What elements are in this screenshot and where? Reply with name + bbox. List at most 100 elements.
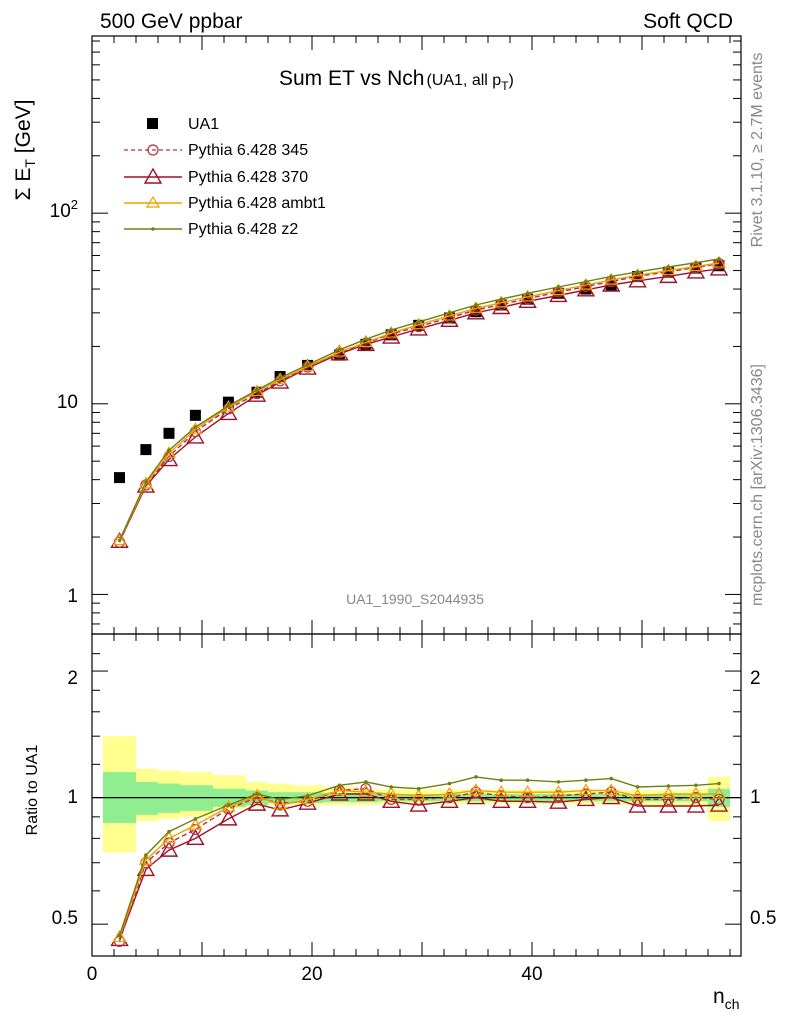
- rivet-label: Rivet 3.1.10, ≥ 2.7M events: [749, 53, 766, 248]
- process-label: Soft QCD: [643, 10, 733, 33]
- ratio-point-ambt1: [188, 817, 203, 830]
- rtick-1-right: 1: [750, 787, 761, 808]
- main-point-ambt1: [604, 272, 619, 285]
- main-point-ambt1: [661, 263, 676, 276]
- ratio-point-370: [659, 796, 678, 813]
- main-point-ambt1: [688, 259, 703, 272]
- ratio-point-370: [219, 809, 238, 826]
- main-point-ambt1: [161, 446, 177, 458]
- main-point-ambt1: [138, 476, 153, 489]
- ratio-point-z2: [525, 778, 530, 783]
- main-line-345: [118, 263, 720, 543]
- ratio-point-z2: [226, 803, 231, 807]
- main-point-ambt1: [358, 335, 373, 347]
- ratio-point-z2: [117, 933, 122, 938]
- ratio-line-370: [118, 793, 720, 940]
- main-point-z2: [337, 347, 342, 352]
- title-close: ): [509, 72, 514, 89]
- ratio-point-z2: [305, 793, 310, 798]
- main-point-z2: [226, 404, 231, 408]
- main-point-ambt1: [711, 255, 727, 268]
- ratio-point-z2: [556, 780, 561, 784]
- title-sub: (UA1, all p: [426, 72, 501, 89]
- main-point-ambt1: [520, 289, 535, 302]
- ratio-point-ambt1: [411, 788, 426, 801]
- ratio-point-370: [491, 791, 511, 808]
- ratio-point-z2: [389, 785, 394, 789]
- main-point-ambt1: [300, 359, 315, 372]
- main-point-z2: [305, 363, 310, 367]
- ratio-point-ambt1: [442, 786, 457, 799]
- rtick-2-left: 2: [67, 668, 78, 689]
- main-point-z2: [167, 448, 171, 453]
- ratio-series: [110, 775, 729, 947]
- legend-marker-ambt1: [145, 195, 161, 208]
- ratio-point-ambt1: [138, 852, 153, 865]
- legend-marker-ua1: [147, 118, 158, 129]
- main-point-z2: [255, 388, 259, 392]
- main-line-z2: [118, 258, 720, 541]
- legend: UA1 Pythia 6.428 345 Pythia 6.428 370 Py…: [124, 116, 326, 238]
- data-point-ua1: [495, 299, 507, 311]
- ratio-point-ambt1: [661, 786, 676, 799]
- mcplots-label: mcplots.cern.ch [arXiv:1306.3436]: [749, 364, 766, 606]
- main-point-z2: [717, 257, 721, 261]
- ytick-100: 102: [50, 197, 78, 222]
- xlabel: nch: [713, 985, 739, 1012]
- ratio-point-ambt1: [273, 797, 288, 810]
- ratio-point-370: [601, 788, 621, 805]
- legend-marker-370: [143, 167, 163, 184]
- analysis-id: UA1_1990_S2044935: [346, 591, 484, 607]
- main-point-z2: [364, 337, 368, 342]
- ratio-point-ambt1: [112, 930, 127, 943]
- ratio-point-370: [381, 791, 401, 808]
- legend-label-z2: Pythia 6.428 z2: [188, 221, 298, 238]
- ratio-point-370: [709, 795, 729, 812]
- main-point-z2: [499, 297, 504, 301]
- ratio-ylabel: Ratio to UA1: [24, 745, 41, 836]
- ytick-10: 10: [57, 392, 78, 413]
- data-point-ua1: [713, 260, 725, 272]
- data-point-ua1: [114, 472, 125, 484]
- legend-label-ua1: UA1: [188, 116, 219, 133]
- data-point-ua1: [334, 349, 345, 361]
- xtick-0: 0: [87, 964, 98, 985]
- ratio-point-z2: [584, 778, 588, 783]
- ratio-point-ambt1: [358, 785, 373, 797]
- ratio-point-ambt1: [161, 831, 177, 843]
- ratio-point-z2: [694, 783, 698, 788]
- ytick-1: 1: [67, 586, 78, 607]
- ratio-point-370: [549, 792, 568, 809]
- main-point-z2: [278, 375, 282, 380]
- data-point-ua1: [189, 409, 201, 421]
- ratio-point-ambt1: [711, 786, 727, 799]
- ratio-point-370: [628, 796, 647, 813]
- ratio-point-z2: [416, 786, 421, 791]
- main-point-z2: [117, 538, 122, 543]
- ratio-point-370: [159, 840, 179, 857]
- main-point-z2: [556, 285, 561, 289]
- ratio-frame: [91, 633, 742, 957]
- main-point-370: [709, 259, 729, 276]
- xtick-40: 40: [521, 964, 542, 985]
- ratio-point-z2: [193, 817, 198, 821]
- main-point-ambt1: [578, 277, 593, 290]
- energy-label: 500 GeV ppbar: [100, 10, 242, 33]
- main-point-ambt1: [630, 268, 645, 280]
- ratio-point-z2: [278, 797, 282, 802]
- ratio-point-370: [247, 794, 267, 811]
- ratio-point-370: [576, 790, 596, 807]
- rtick-05-left: 0.5: [52, 908, 78, 929]
- main-point-z2: [416, 320, 421, 324]
- rtick-2-right: 2: [750, 668, 761, 689]
- main-point-ambt1: [494, 295, 509, 308]
- ratio-point-ambt1: [551, 785, 566, 797]
- ratio-band-inner: [136, 781, 158, 815]
- rtick-05-right: 0.5: [750, 908, 776, 929]
- ratio-point-z2: [337, 783, 342, 788]
- ratio-point-z2: [666, 784, 671, 788]
- ratio-point-ambt1: [630, 788, 645, 801]
- main-point-ambt1: [221, 400, 236, 412]
- rtick-1-left: 1: [67, 787, 78, 808]
- main-point-ambt1: [188, 422, 203, 434]
